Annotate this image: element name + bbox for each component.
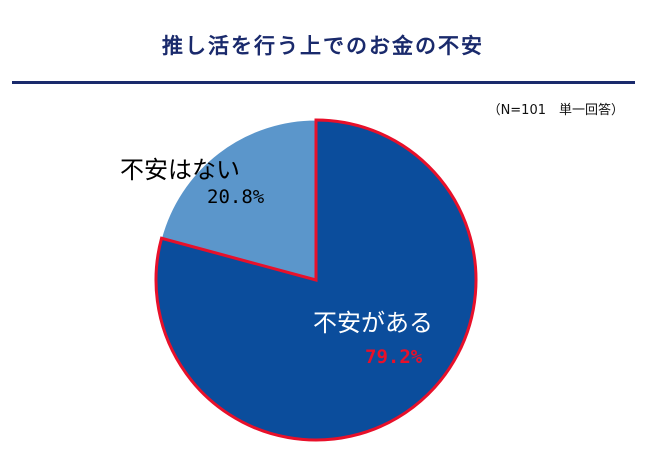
sample-note: （N=101 単一回答） bbox=[487, 103, 624, 118]
chart-title: 推し活を行う上でのお金の不安 bbox=[162, 34, 484, 58]
title-divider bbox=[12, 81, 635, 84]
slice-value-no-worry: 20.8% bbox=[207, 186, 265, 208]
slice-label-worry: 不安がある bbox=[313, 309, 433, 337]
pie-slice-worry bbox=[154, 118, 478, 442]
slice-label-no-worry: 不安はない bbox=[120, 156, 240, 184]
slice-value-worry: 79.2% bbox=[365, 346, 423, 368]
pie-slice-no-worry bbox=[160, 119, 317, 281]
